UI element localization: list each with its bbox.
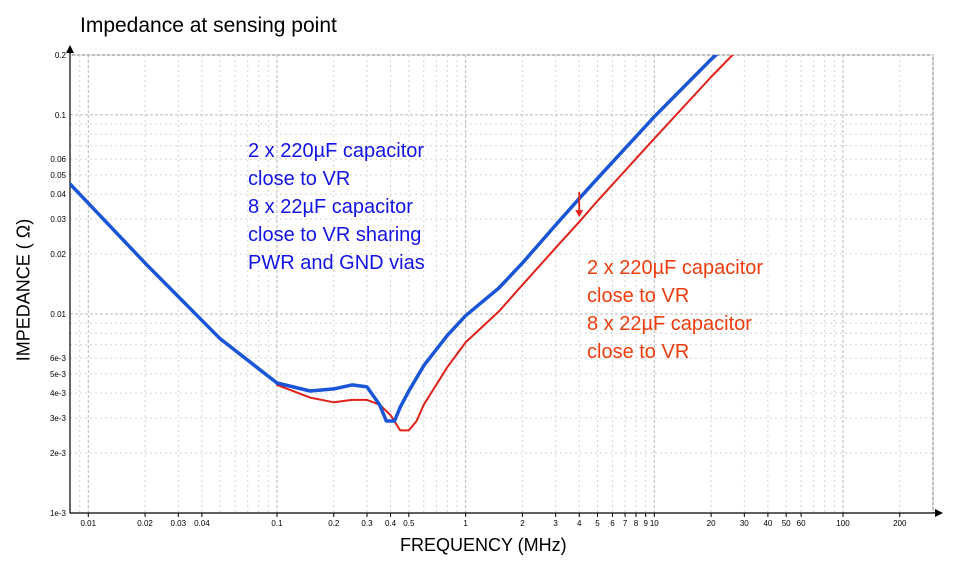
y-tick-label: 6e-3	[50, 354, 67, 363]
x-tick-label: 0.02	[137, 519, 153, 528]
x-tick-label: 5	[595, 519, 600, 528]
x-tick-label: 50	[782, 519, 791, 528]
y-tick-label: 0.02	[50, 250, 66, 259]
y-tick-label: 0.03	[50, 215, 66, 224]
x-tick-label: 9	[643, 519, 648, 528]
x-tick-label: 4	[577, 519, 582, 528]
x-tick-label: 0.5	[403, 519, 415, 528]
y-tick-label: 0.04	[50, 190, 66, 199]
annotation-line: close to VR	[587, 341, 690, 363]
x-tick-label: 0.3	[361, 519, 373, 528]
x-tick-label: 0.01	[80, 519, 96, 528]
x-tick-label: 8	[634, 519, 639, 528]
y-tick-label: 5e-3	[50, 370, 67, 379]
x-tick-label: 0.04	[194, 519, 210, 528]
y-tick-label: 3e-3	[50, 414, 67, 423]
y-tick-label: 1e-3	[50, 509, 67, 518]
y-axis-arrowhead	[66, 45, 74, 53]
annotation-blue: 2 x 220µF capacitor close to VR 8 x 22µF…	[248, 137, 425, 277]
x-axis-arrowhead	[935, 509, 943, 517]
annotation-line: 8 x 22µF capacitor	[248, 196, 413, 218]
y-tick-label: 0.2	[55, 51, 67, 60]
y-tick-label: 0.05	[50, 171, 66, 180]
x-tick-label: 0.4	[385, 519, 397, 528]
y-tick-label: 2e-3	[50, 449, 67, 458]
y-tick-label: 0.01	[50, 310, 66, 319]
x-tick-label: 10	[650, 519, 659, 528]
y-axis-label: IMPEDANCE ( Ω)	[13, 218, 34, 362]
chart-title: Impedance at sensing point	[80, 14, 337, 37]
annotation-line: close to VR	[248, 168, 351, 190]
x-tick-label: 60	[797, 519, 806, 528]
y-tick-label: 4e-3	[50, 389, 67, 398]
x-tick-label: 6	[610, 519, 615, 528]
y-tick-label: 0.06	[50, 155, 66, 164]
x-tick-label: 200	[893, 519, 907, 528]
annotation-line: close to VR	[587, 285, 690, 307]
x-tick-label: 1	[463, 519, 468, 528]
x-tick-label: 3	[553, 519, 558, 528]
annotation-line: 8 x 22µF capacitor	[587, 313, 752, 335]
series-line-red	[276, 55, 734, 432]
y-tick-label: 0.1	[55, 111, 67, 120]
x-tick-label: 20	[707, 519, 716, 528]
annotation-red: 2 x 220µF capacitor close to VR 8 x 22µF…	[587, 254, 763, 366]
x-tick-label: 0.1	[271, 519, 283, 528]
x-tick-label: 0.2	[328, 519, 340, 528]
annotation-line: 2 x 220µF capacitor	[248, 140, 425, 162]
x-axis-label: FREQUENCY (MHz)	[400, 535, 567, 555]
x-tick-label: 2	[520, 519, 525, 528]
shift-arrow-head	[575, 210, 584, 218]
x-tick-label: 100	[836, 519, 850, 528]
x-tick-label: 40	[763, 519, 772, 528]
annotation-line: PWR and GND vias	[248, 252, 425, 274]
annotation-line: 2 x 220µF capacitor	[587, 257, 764, 279]
annotation-line: close to VR sharing	[248, 224, 422, 246]
x-tick-label: 0.03	[171, 519, 187, 528]
x-tick-label: 7	[623, 519, 628, 528]
x-tick-label: 30	[740, 519, 749, 528]
